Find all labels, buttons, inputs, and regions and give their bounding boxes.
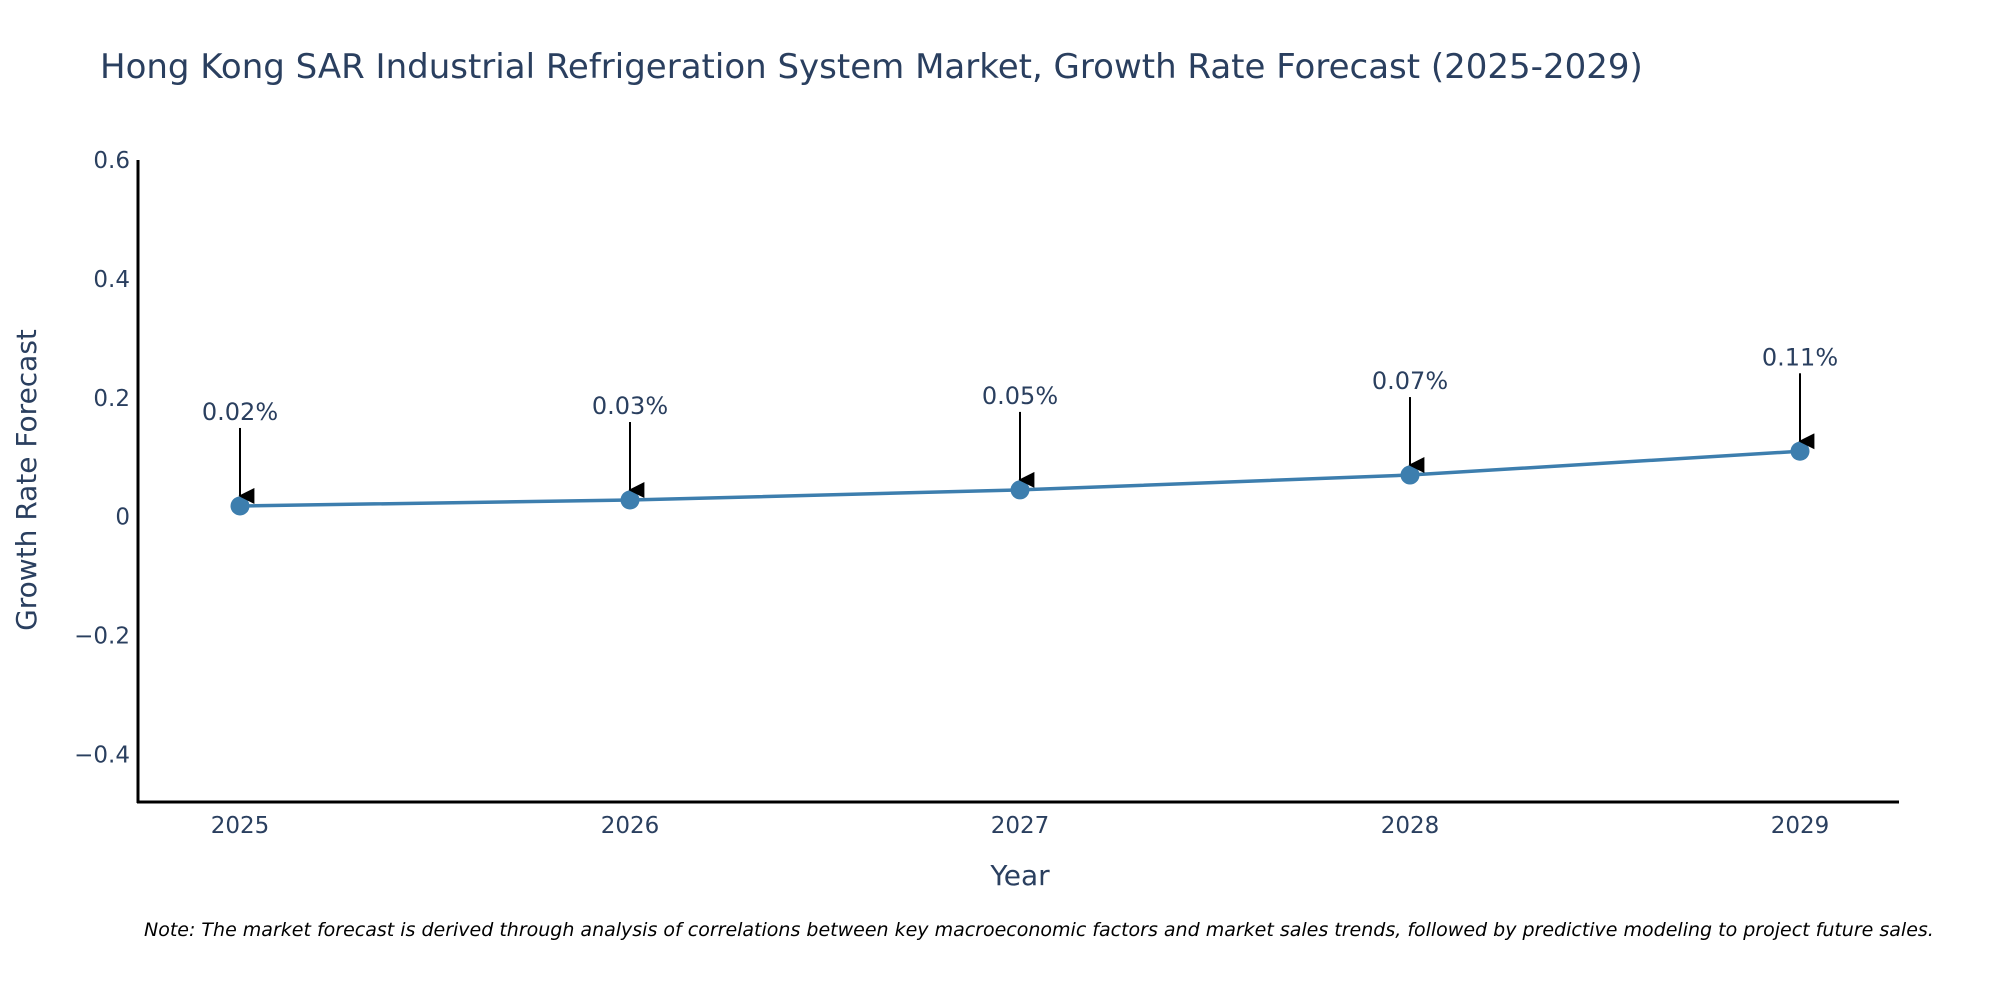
y-axis-ticks: 0.6 0.4 0.2 0 −0.2 −0.4 bbox=[74, 148, 130, 768]
footnote: Note: The market forecast is derived thr… bbox=[144, 919, 1934, 941]
data-point bbox=[1400, 465, 1420, 485]
annotation-label: 0.03% bbox=[592, 392, 668, 420]
y-tick-label: −0.4 bbox=[74, 742, 130, 768]
y-tick-label: 0.4 bbox=[93, 267, 130, 293]
x-tick-label: 2026 bbox=[601, 813, 660, 839]
x-tick-label: 2027 bbox=[991, 813, 1050, 839]
x-axis-ticks: 2025 2026 2027 2028 2029 bbox=[211, 813, 1830, 839]
x-tick-label: 2029 bbox=[1771, 813, 1830, 839]
annotation-label: 0.05% bbox=[982, 382, 1058, 410]
annotation-label: 0.07% bbox=[1372, 367, 1448, 395]
x-tick-label: 2028 bbox=[1381, 813, 1440, 839]
chart-title: Hong Kong SAR Industrial Refrigeration S… bbox=[100, 47, 1643, 87]
data-point bbox=[1010, 480, 1030, 500]
annotation-label: 0.11% bbox=[1762, 343, 1838, 371]
y-axis-title: Growth Rate Forecast bbox=[10, 329, 43, 631]
annotation-label: 0.02% bbox=[202, 398, 278, 426]
y-tick-label: 0.6 bbox=[93, 148, 130, 174]
annotations: 0.02% 0.03% 0.05% 0.07% 0.11% bbox=[202, 343, 1838, 504]
y-tick-label: −0.2 bbox=[74, 624, 130, 650]
x-axis-title: Year bbox=[989, 859, 1050, 892]
data-point bbox=[1790, 441, 1810, 461]
y-tick-label: 0 bbox=[115, 505, 130, 531]
y-tick-label: 0.2 bbox=[93, 386, 130, 412]
x-tick-label: 2025 bbox=[211, 813, 270, 839]
data-point bbox=[620, 490, 640, 510]
data-point bbox=[230, 496, 250, 516]
